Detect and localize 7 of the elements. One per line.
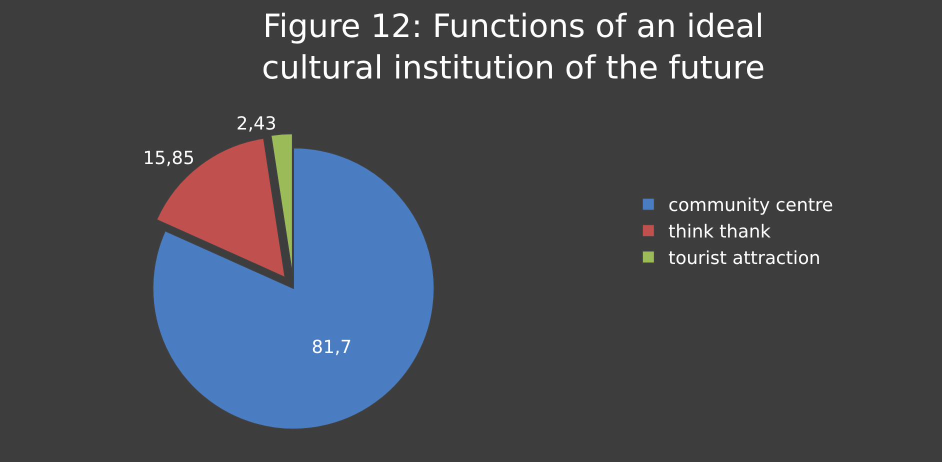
legend-label: community centre <box>668 195 834 216</box>
chart-title: Figure 12: Functions of an ideal cultural institution of the future <box>262 6 765 87</box>
legend-label: think thank <box>668 222 772 243</box>
data-label: 2,43 <box>236 113 276 134</box>
legend-label: tourist attraction <box>668 248 820 270</box>
data-label: 15,85 <box>143 148 195 170</box>
data-label: 81,7 <box>312 336 352 358</box>
